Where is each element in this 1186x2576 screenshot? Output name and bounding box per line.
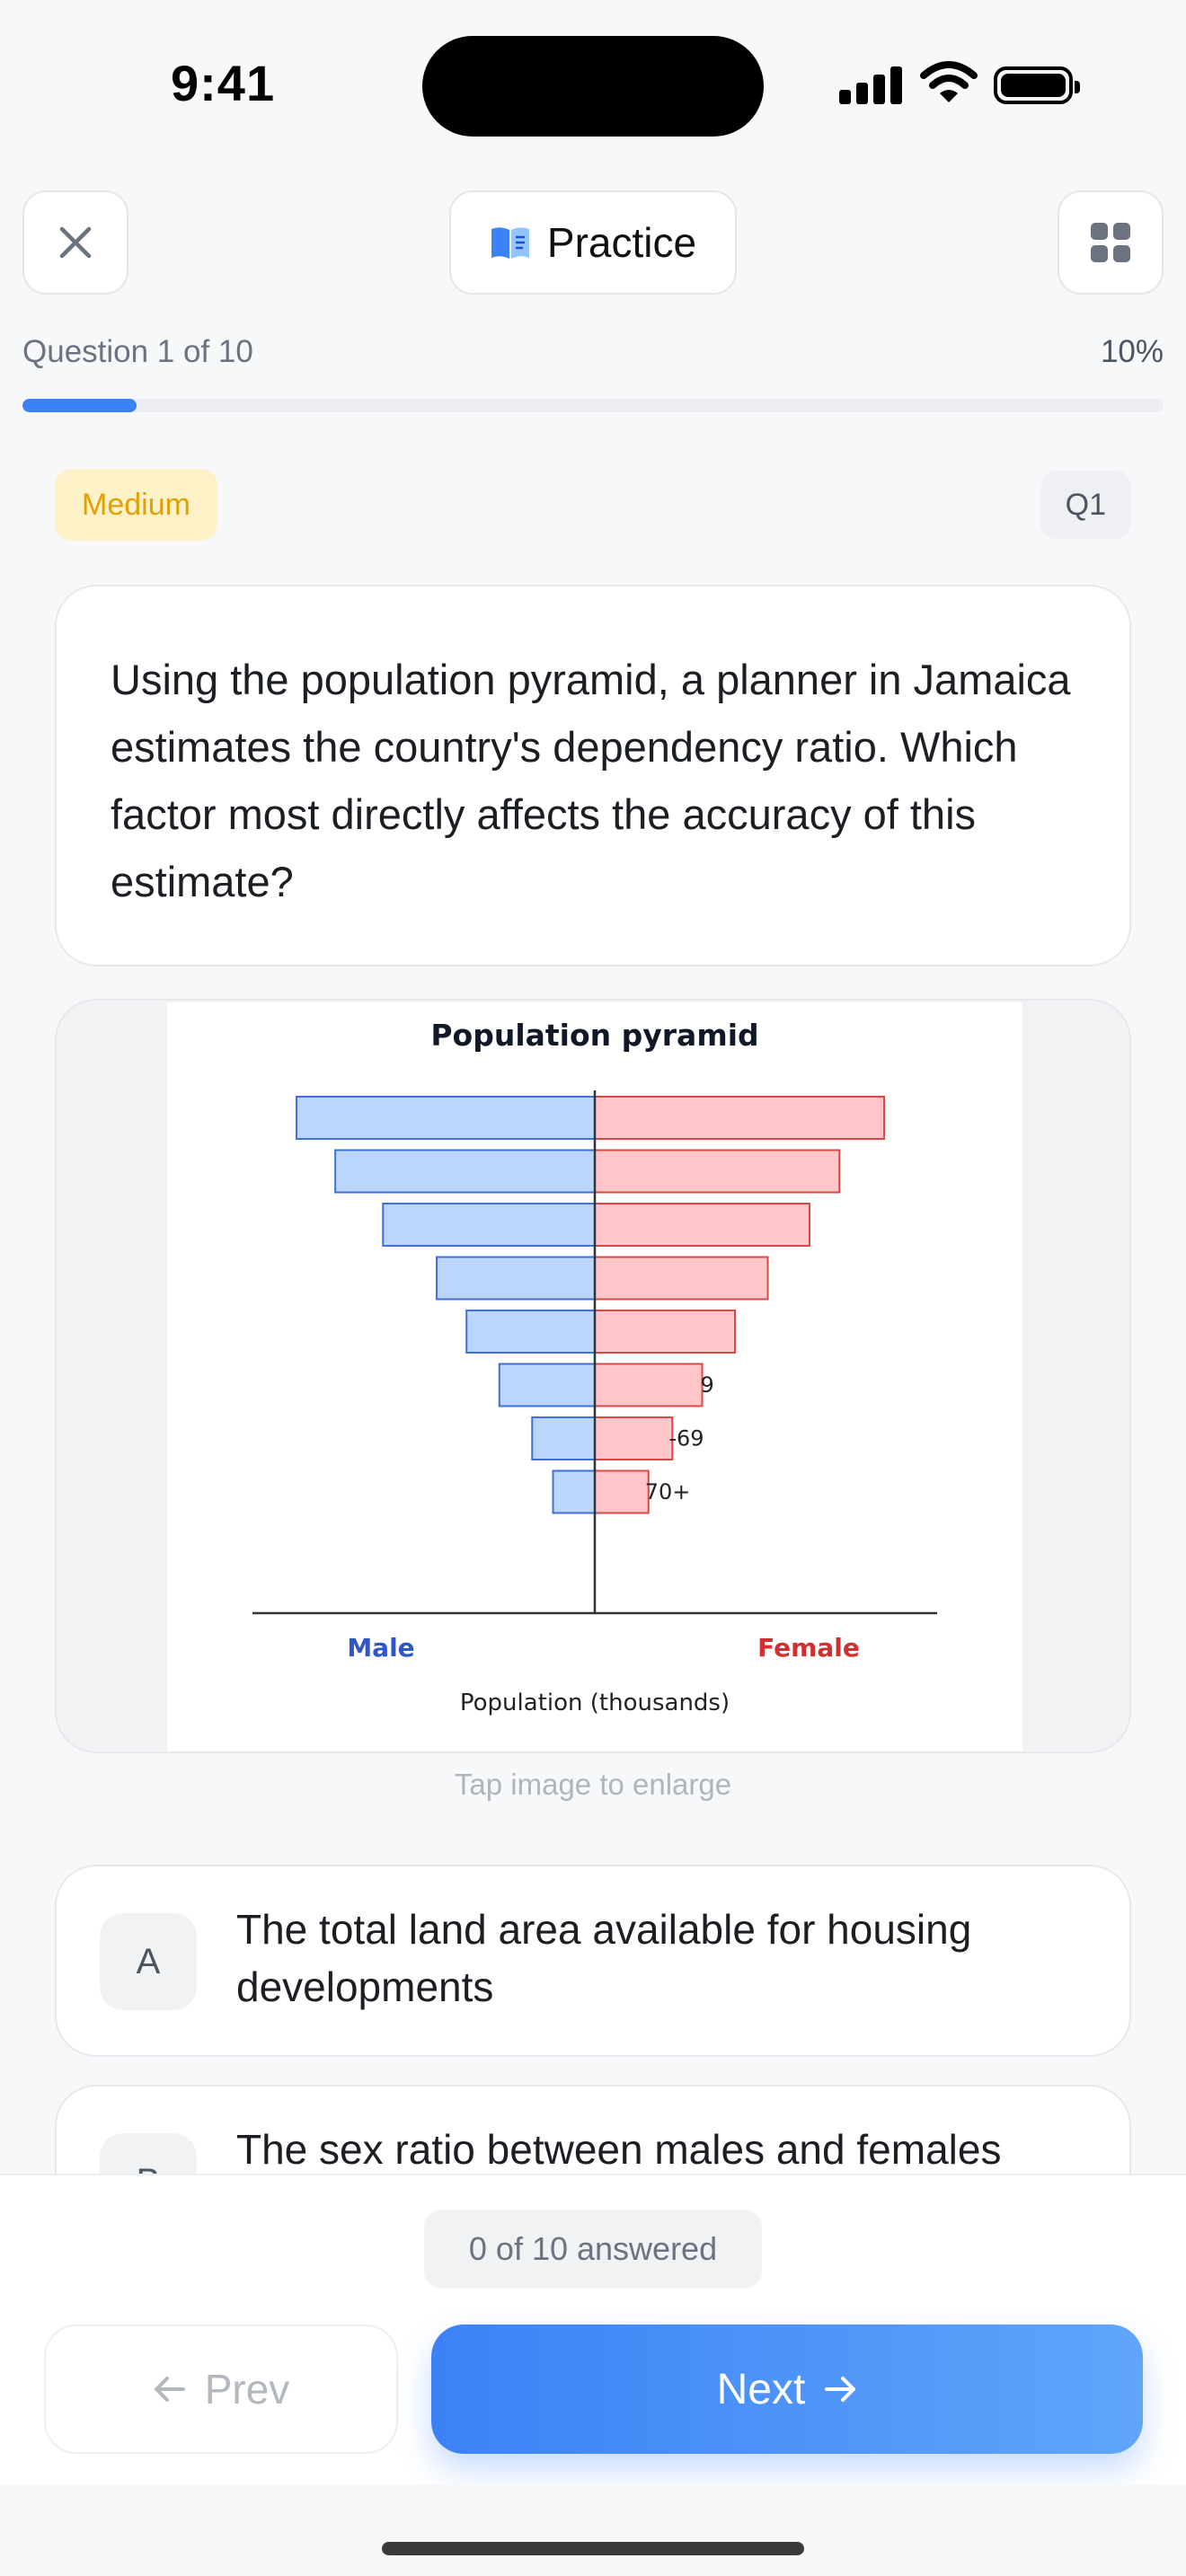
female-bar — [594, 1310, 737, 1354]
wifi-icon — [920, 61, 978, 102]
female-bar — [594, 1469, 650, 1514]
next-button[interactable]: Next — [431, 2325, 1143, 2454]
question-number-badge: Q1 — [1040, 471, 1131, 539]
tap-to-enlarge-hint: Tap image to enlarge — [454, 1768, 732, 1801]
male-bar — [498, 1363, 597, 1407]
legend-female-label: Female — [757, 1633, 860, 1663]
x-axis-label: Population (thousands) — [460, 1689, 730, 1716]
option-text: The total land area available for housin… — [236, 1906, 972, 2010]
option-text: The sex ratio between males and females — [236, 2126, 1002, 2173]
male-bar — [382, 1203, 596, 1247]
close-icon — [59, 226, 92, 259]
male-bar — [296, 1096, 596, 1140]
home-indicator-area — [0, 2484, 1186, 2576]
female-bar — [594, 1363, 704, 1407]
battery-icon — [994, 66, 1080, 104]
progress-bar-fill — [22, 399, 137, 412]
grid-icon — [1091, 223, 1130, 262]
age-group-label: 9 — [701, 1372, 714, 1398]
question-card: Using the population pyramid, a planner … — [55, 585, 1131, 966]
status-time: 9:41 — [171, 55, 276, 111]
question-text: Using the population pyramid, a planner … — [111, 656, 1071, 905]
chart-area: Population pyramid 9 -69 70+ Male Female Popul… — [167, 1002, 1022, 1751]
difficulty-badge: Medium — [55, 469, 217, 541]
legend-male-label: Male — [347, 1633, 414, 1663]
status-bar: 9:41 — [0, 0, 1186, 171]
progress-label: Question 1 of 10 — [22, 334, 253, 369]
prev-button[interactable]: Prev — [44, 2325, 398, 2454]
male-bar — [552, 1469, 596, 1514]
mode-label: Practice — [546, 219, 697, 266]
answer-option-a[interactable]: A The total land area available for hous… — [55, 1865, 1131, 2057]
question-image[interactable]: Population pyramid 9 -69 70+ Male Female Popul… — [55, 999, 1131, 1753]
practice-mode-pill[interactable]: Practice — [449, 190, 737, 295]
population-pyramid-chart: Population pyramid 9 -69 70+ Male Female Popul… — [252, 1018, 937, 1716]
progress-percent: 10% — [1100, 334, 1164, 369]
question-grid-button[interactable] — [1058, 190, 1164, 295]
age-group-label: -69 — [668, 1426, 704, 1451]
prev-label: Prev — [204, 2366, 290, 2413]
arrow-right-icon — [825, 2377, 856, 2402]
female-bar — [594, 1096, 886, 1140]
close-button[interactable] — [22, 190, 128, 295]
female-bar — [594, 1149, 841, 1194]
female-bar — [594, 1203, 811, 1247]
option-letter: A — [100, 1913, 197, 2010]
male-bar — [465, 1310, 596, 1354]
female-bar — [594, 1416, 674, 1460]
age-group-label: 70+ — [645, 1479, 691, 1504]
female-bar — [594, 1256, 769, 1301]
book-icon — [491, 227, 529, 259]
home-indicator — [382, 2542, 804, 2555]
next-label: Next — [716, 2365, 806, 2413]
male-bar — [531, 1416, 596, 1460]
dynamic-island — [422, 36, 764, 137]
male-bar — [436, 1256, 597, 1301]
arrow-left-icon — [154, 2377, 185, 2402]
progress-bar — [22, 399, 1164, 412]
answered-count: 0 of 10 answered — [424, 2210, 762, 2289]
cellular-signal-icon — [839, 65, 902, 104]
male-bar — [334, 1149, 596, 1194]
chart-title: Population pyramid — [430, 1018, 758, 1053]
